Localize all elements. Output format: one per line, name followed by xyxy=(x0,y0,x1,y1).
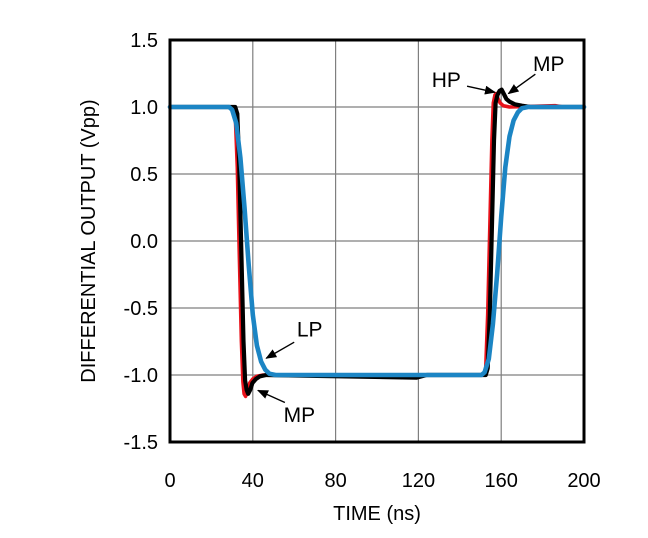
x-tick-label: 120 xyxy=(402,470,435,492)
annotation-label-MP: MP xyxy=(284,404,316,427)
annotation-label-HP: HP xyxy=(432,69,461,92)
y-axis-title: DIFFERENTIAL OUTPUT (Vpp) xyxy=(78,99,100,382)
x-tick-label: 80 xyxy=(324,470,346,492)
series-MP-curve xyxy=(167,87,587,396)
series-HP-curve xyxy=(168,91,586,399)
x-tick-labels: 0 40 80 120 160 200 xyxy=(164,470,600,492)
y-tick-label: -1.5 xyxy=(124,432,158,454)
x-tick-label: 40 xyxy=(242,470,264,492)
x-tick-label: 0 xyxy=(164,470,175,492)
x-axis-title: TIME (ns) xyxy=(333,503,421,525)
annotation-arrow-MP xyxy=(507,73,536,95)
series-LP-curve xyxy=(167,104,587,378)
x-tick-label: 160 xyxy=(485,470,518,492)
annotation-arrow-LP xyxy=(265,341,295,359)
y-tick-labels: 1.5 1.0 0.5 0.0 -0.5 -1.0 -1.5 xyxy=(124,30,158,454)
x-tick-label: 200 xyxy=(567,470,600,492)
y-tick-label: 0.0 xyxy=(130,231,158,253)
plot-border xyxy=(168,38,586,444)
annotation-label-MP: MP xyxy=(533,53,565,76)
gridlines xyxy=(170,40,584,442)
annotation-label-LP: LP xyxy=(297,318,323,341)
y-tick-label: 0.5 xyxy=(130,164,158,186)
annotation-arrow-HP xyxy=(466,85,496,95)
annotation-arrow-MP xyxy=(257,389,286,404)
y-tick-label: -0.5 xyxy=(124,298,158,320)
annotations: HP MP LP MP xyxy=(257,53,565,427)
data-curves xyxy=(167,87,587,399)
y-tick-label: 1.5 xyxy=(130,30,158,52)
y-tick-label: -1.0 xyxy=(124,365,158,387)
y-tick-label: 1.0 xyxy=(130,97,158,119)
